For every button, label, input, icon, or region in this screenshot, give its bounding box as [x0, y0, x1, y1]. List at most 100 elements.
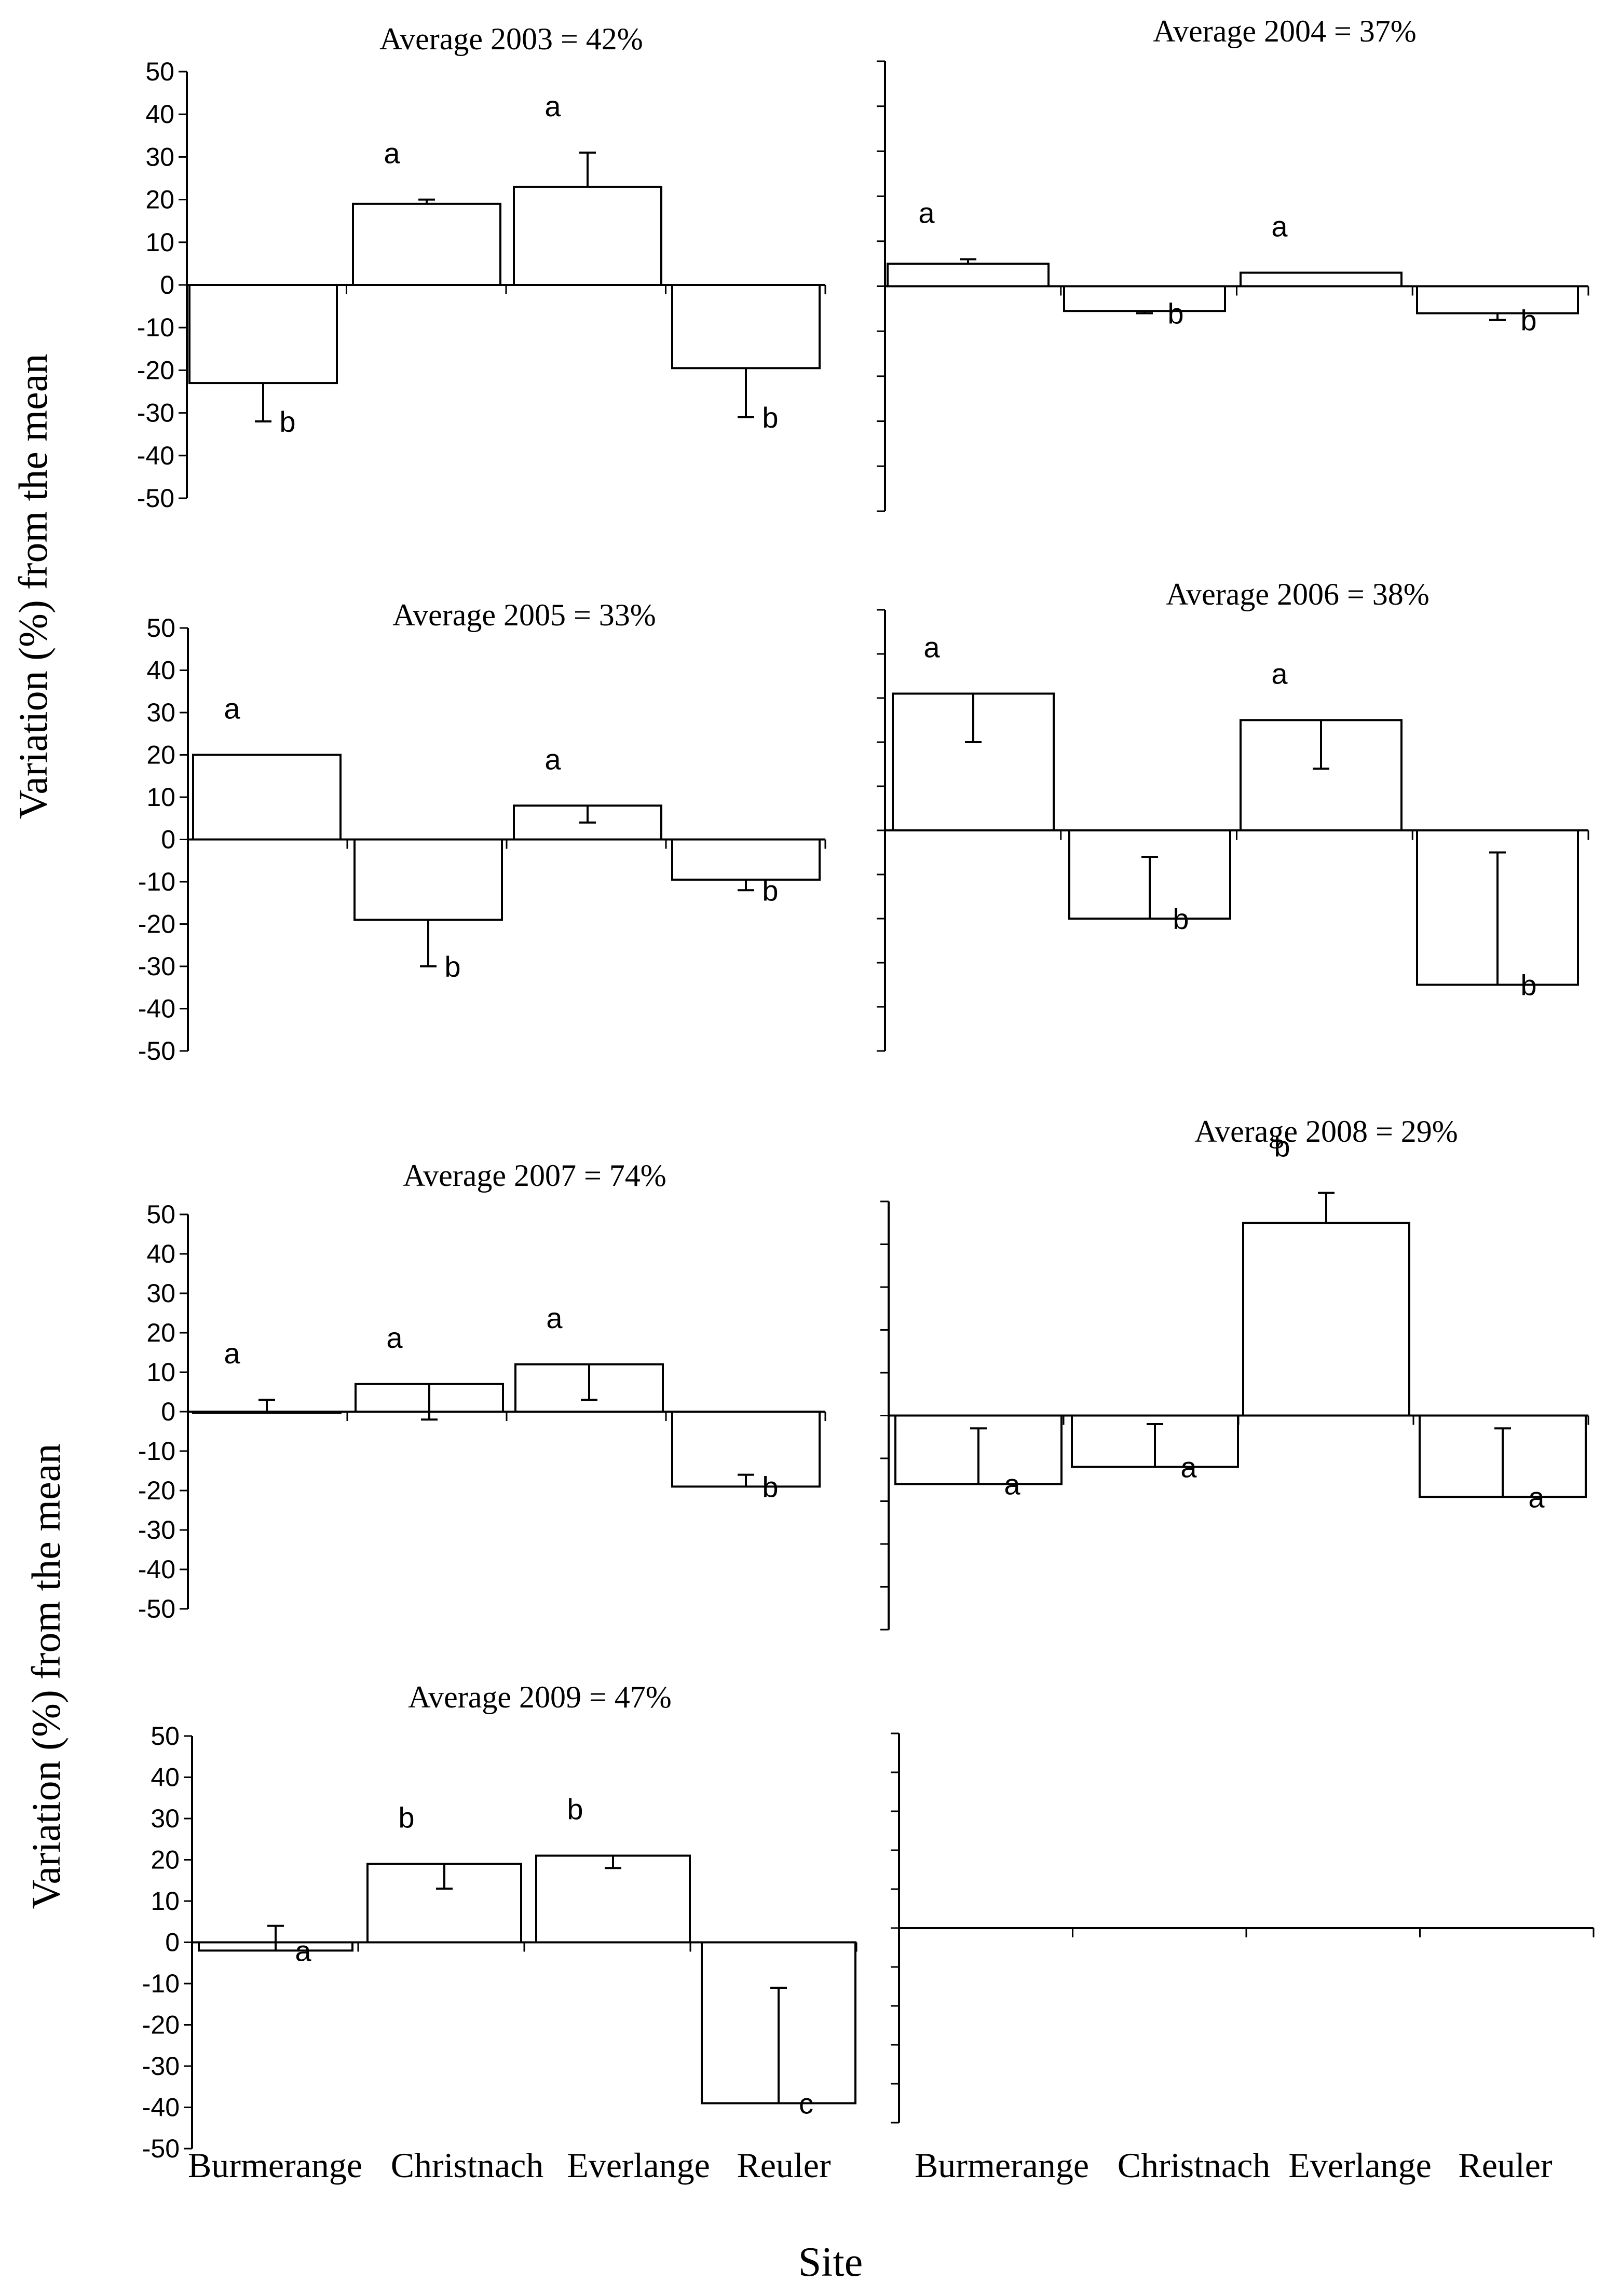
y-tick-label: 10 — [146, 783, 175, 812]
significance-letter: b — [444, 950, 460, 983]
significance-letter: b — [762, 874, 778, 907]
y-tick-label: 10 — [151, 1887, 180, 1916]
bar — [188, 284, 338, 385]
significance-letter: a — [1271, 210, 1288, 242]
chart-panel: Average 2009 = 47% 50 40 30 20 10 0 -10 -20 -30 -4… — [142, 1680, 857, 2163]
y-tick-label: 0 — [161, 825, 175, 854]
significance-letter: b — [279, 405, 295, 438]
y-tick-label: -10 — [138, 1437, 175, 1466]
y-tick-label: -30 — [137, 399, 174, 428]
y-tick-label: -20 — [138, 910, 175, 939]
y-tick-label: -10 — [142, 1969, 180, 1998]
bar — [535, 1854, 691, 1944]
site-label: Burmerange — [915, 2145, 1089, 2185]
y-axis-title-bottom: Variation (%) from the mean — [23, 1444, 69, 1909]
y-tick-label: -50 — [142, 2134, 180, 2163]
bar — [1063, 285, 1226, 312]
y-tick-label: 40 — [151, 1763, 180, 1792]
chart-panel: Average 2004 = 37% a b a b — [877, 14, 1589, 512]
y-tick-label: 40 — [146, 1239, 175, 1268]
significance-letter: a — [1271, 658, 1288, 690]
site-label: Everlange — [1288, 2145, 1432, 2185]
significance-letter: b — [1167, 297, 1183, 330]
y-tick-label: 40 — [146, 656, 175, 685]
x-axis-title: Site — [798, 2239, 863, 2285]
significance-letter: b — [398, 1801, 414, 1834]
bar — [513, 185, 662, 286]
y-tick-label: -20 — [138, 1476, 175, 1505]
y-tick-label: -40 — [138, 994, 175, 1023]
y-tick-label: 20 — [146, 1318, 175, 1347]
y-tick-label: -20 — [137, 356, 174, 385]
y-tick-label: -20 — [142, 2011, 180, 2040]
site-labels-left: Burmerange Christnach Everlange Reuler — [188, 2145, 831, 2185]
significance-letter: b — [1520, 304, 1536, 337]
site-labels-right: Burmerange Christnach Everlange Reuler — [915, 2145, 1553, 2185]
significance-letter: a — [544, 743, 561, 775]
chart-title: Average 2005 = 33% — [392, 598, 656, 632]
y-tick-label: 0 — [161, 1397, 175, 1426]
chart-title: Average 2003 = 42% — [379, 22, 643, 56]
bar — [671, 838, 821, 881]
significance-letter: a — [1528, 1481, 1545, 1513]
y-tick-label: 50 — [146, 1200, 175, 1229]
y-tick-label: -50 — [137, 484, 174, 513]
y-tick-label: -10 — [137, 313, 174, 342]
chart-panel: Average 2003 = 42% 50 40 30 20 10 0 -10 -20 -30 -4… — [137, 22, 826, 513]
y-tick-label: 50 — [146, 613, 175, 643]
significance-letter: b — [1274, 1130, 1290, 1163]
significance-letter: a — [1004, 1468, 1020, 1501]
chart-panel: Average 2006 = 38% a b a b — [877, 577, 1589, 1052]
significance-letter: a — [918, 196, 935, 229]
y-tick-label: -40 — [137, 441, 174, 470]
significance-letter: b — [1173, 903, 1189, 935]
chart-title: Average 2006 = 38% — [1166, 577, 1430, 611]
site-label: Christnach — [1118, 2145, 1271, 2185]
chart-panel: Average 2008 = 29% a a b a — [880, 1114, 1589, 1631]
y-tick-label: -40 — [138, 1555, 175, 1584]
significance-letter: a — [384, 137, 400, 170]
significance-letter: c — [799, 2087, 813, 2120]
chart-panel: Average 2007 = 74% 50 40 30 20 10 0 -10 -20 -30 -4… — [138, 1158, 826, 1623]
y-axis-title-top: Variation (%) from the mean — [10, 354, 56, 819]
y-tick-label: 30 — [145, 142, 174, 171]
significance-letter: a — [1180, 1451, 1197, 1484]
y-tick-label: 50 — [145, 57, 174, 86]
y-tick-label: -10 — [138, 867, 175, 896]
site-label: Reuler — [737, 2145, 831, 2185]
bar — [1240, 271, 1403, 288]
chart-panel: Average 2005 = 33% 50 40 30 20 10 0 -10 -20 -30 -4… — [138, 598, 826, 1065]
bar — [192, 754, 342, 841]
y-tick-label: 30 — [146, 1279, 175, 1308]
significance-letter: a — [224, 692, 240, 725]
chart-title: Average 2004 = 37% — [1153, 14, 1417, 48]
y-tick-label: 50 — [151, 1721, 180, 1751]
bar — [1416, 285, 1579, 315]
significance-letter: b — [762, 401, 778, 434]
chart-title: Average 2009 = 47% — [408, 1680, 672, 1714]
significance-letter: b — [762, 1470, 778, 1503]
y-tick-label: -50 — [138, 1594, 175, 1623]
y-tick-label: 10 — [145, 228, 174, 257]
chart-panels: Average 2003 = 42% 50 40 30 20 10 0 -10 -20 -30 -4… — [137, 14, 1595, 2163]
significance-letter: a — [923, 631, 940, 664]
site-label: Christnach — [391, 2145, 544, 2185]
y-tick-label: 0 — [160, 270, 174, 299]
significance-letter: a — [224, 1337, 240, 1370]
y-tick-label: -50 — [138, 1036, 175, 1065]
y-tick-label: -30 — [138, 952, 175, 981]
y-tick-label: 30 — [146, 698, 175, 727]
chart-panel — [891, 1732, 1595, 2124]
y-tick-label: -30 — [138, 1515, 175, 1545]
significance-letter: a — [295, 1934, 311, 1967]
significance-letter: b — [1520, 969, 1536, 1002]
y-tick-label: 40 — [145, 100, 174, 129]
bar — [887, 263, 1050, 288]
bar — [353, 838, 503, 921]
site-label: Everlange — [567, 2145, 710, 2185]
y-tick-label: 0 — [165, 1928, 180, 1957]
y-tick-label: -40 — [142, 2093, 180, 2122]
y-tick-label: 20 — [151, 1846, 180, 1875]
significance-letter: a — [546, 1302, 563, 1334]
